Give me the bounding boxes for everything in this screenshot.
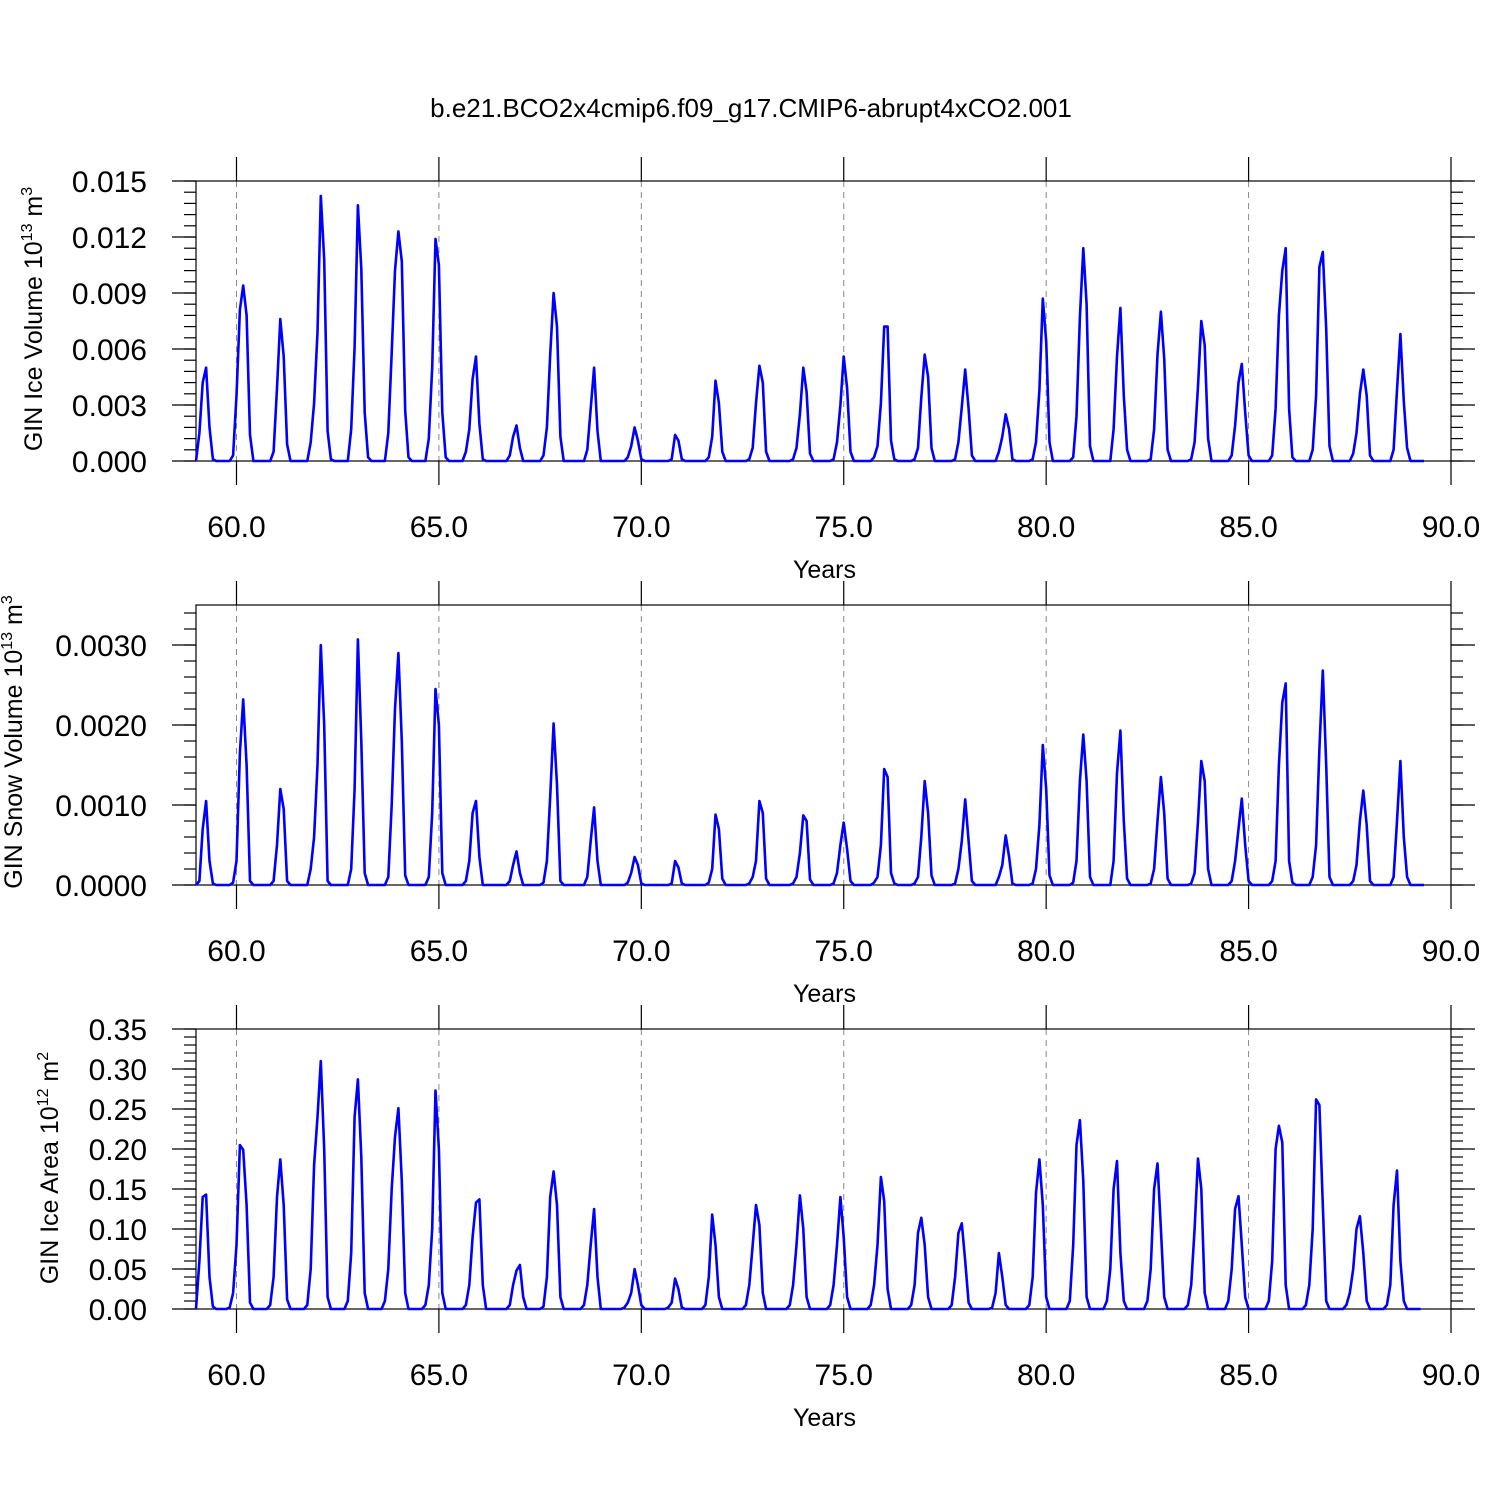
x-tick-label: 90.0 [1422, 935, 1480, 968]
x-tick-label: 80.0 [1017, 511, 1075, 544]
y-tick-label: 0.012 [72, 222, 147, 255]
y-tick-label: 0.10 [89, 1214, 147, 1247]
y-tick-label: 0.0010 [55, 790, 147, 823]
x-tick-label: 80.0 [1017, 1359, 1075, 1392]
x-axis-title: Years [793, 556, 856, 584]
y-tick-label: 0.006 [72, 334, 147, 367]
y-tick-label: 0.00 [89, 1294, 147, 1327]
y-tick-label: 0.0030 [55, 630, 147, 663]
x-tick-label: 70.0 [612, 511, 670, 544]
x-tick-label: 65.0 [410, 1359, 468, 1392]
data-series-line [196, 1061, 1421, 1309]
x-tick-label: 90.0 [1422, 511, 1480, 544]
x-tick-label: 85.0 [1219, 935, 1277, 968]
x-axis-title: Years [793, 1404, 856, 1432]
y-tick-label: 0.30 [89, 1054, 147, 1087]
y-axis-title: GIN Snow Volume 1013 m3 [0, 595, 28, 889]
plot-frame [196, 605, 1451, 885]
y-tick-label: 0.009 [72, 278, 147, 311]
data-series-line [196, 639, 1424, 885]
y-axis-title: GIN Ice Area 1012 m2 [35, 1052, 64, 1284]
x-tick-label: 75.0 [815, 1359, 873, 1392]
x-tick-label: 60.0 [207, 1359, 265, 1392]
y-tick-label: 0.15 [89, 1174, 147, 1207]
data-series-line [196, 196, 1424, 461]
x-tick-label: 75.0 [815, 935, 873, 968]
x-tick-label: 60.0 [207, 935, 265, 968]
x-axis-title: Years [793, 980, 856, 1008]
y-tick-label: 0.05 [89, 1254, 147, 1287]
chart-title: b.e21.BCO2x4cmip6.f09_g17.CMIP6-abrupt4x… [430, 93, 1072, 123]
x-tick-label: 85.0 [1219, 511, 1277, 544]
y-tick-label: 0.015 [72, 166, 147, 199]
y-tick-label: 0.35 [89, 1014, 147, 1047]
x-tick-label: 65.0 [410, 935, 468, 968]
y-tick-label: 0.25 [89, 1094, 147, 1127]
panel-2: 60.0 65.0 70.0 75.0 80.0 85.0 90.0 0.0000 0.0010… [0, 581, 1480, 1008]
y-axis-title: GIN Ice Volume 1013 m3 [19, 187, 48, 451]
y-tick-label: 0.0020 [55, 710, 147, 743]
panel-3: 60.0 65.0 70.0 75.0 80.0 85.0 90.0 0.00 0.05 0.10… [35, 1005, 1480, 1432]
x-tick-label: 70.0 [612, 935, 670, 968]
y-tick-label: 0.20 [89, 1134, 147, 1167]
x-tick-label: 80.0 [1017, 935, 1075, 968]
y-tick-label: 0.000 [72, 446, 147, 479]
y-tick-label: 0.003 [72, 390, 147, 423]
x-tick-label: 65.0 [410, 511, 468, 544]
x-tick-label: 70.0 [612, 1359, 670, 1392]
x-tick-label: 85.0 [1219, 1359, 1277, 1392]
panel-1: 60.0 65.0 70.0 75.0 80.0 85.0 90.0 0.000 0.003 0.… [19, 157, 1480, 584]
x-tick-label: 75.0 [815, 511, 873, 544]
x-tick-label: 90.0 [1422, 1359, 1480, 1392]
x-tick-label: 60.0 [207, 511, 265, 544]
plot-frame [196, 1029, 1451, 1309]
y-tick-label: 0.0000 [55, 870, 147, 903]
plot-frame [196, 181, 1451, 461]
